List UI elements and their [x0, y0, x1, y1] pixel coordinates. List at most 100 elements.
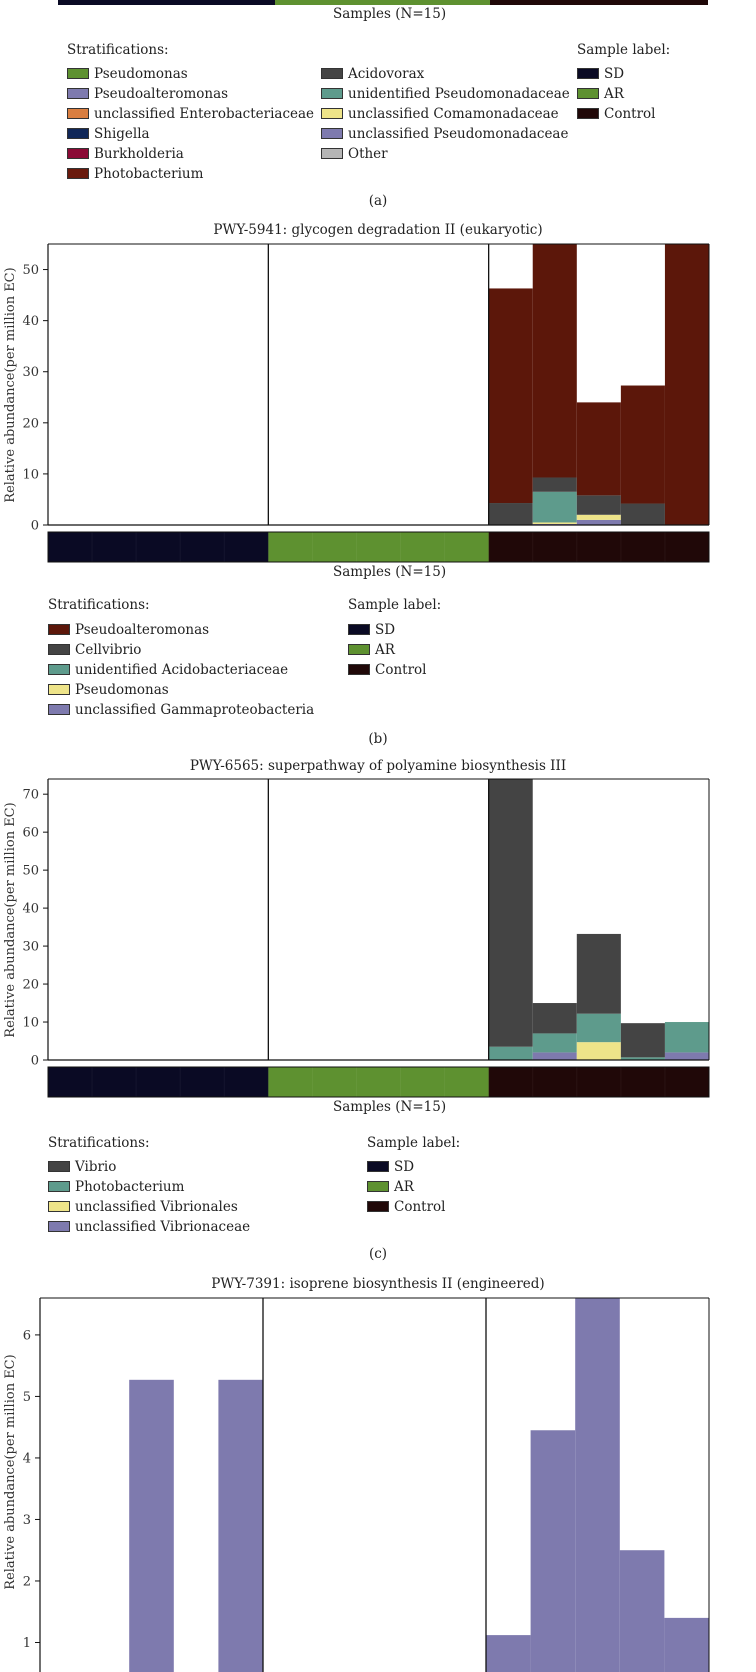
panel-a-sample-title: Sample label:: [577, 42, 671, 58]
sample-strip-cell: [400, 1067, 446, 1097]
legend-label: SD: [394, 1159, 415, 1175]
legend-item: AR: [367, 1177, 445, 1197]
legend-item: SD: [348, 620, 426, 640]
panel-b-legend: Pseudoalteromonas Cellvibrio unidentifie…: [48, 620, 314, 720]
legend-item: Shigella: [67, 124, 314, 144]
legend-swatch: [67, 108, 89, 119]
bar-segment: [619, 1550, 665, 1672]
bar-segment: [532, 244, 577, 478]
sample-strip-cell: [180, 532, 225, 562]
legend-swatch: [48, 664, 70, 675]
sample-strip-frame: [47, 531, 710, 563]
y-tick-label: 50: [22, 263, 39, 278]
legend-label: Vibrio: [75, 1159, 117, 1175]
y-axis-label: Relative abundance(per million EC): [3, 802, 18, 1037]
y-tick-label: 0: [31, 519, 39, 534]
legend-swatch: [321, 88, 343, 99]
sample-strip-cell: [224, 1067, 269, 1097]
legend-swatch: [577, 108, 599, 119]
bar-segment: [620, 503, 665, 525]
bar-segment: [620, 1023, 665, 1058]
legend-item: Pseudoalteromonas: [67, 84, 314, 104]
panel-b-title: PWY-5941: glycogen degradation II (eukar…: [213, 222, 543, 238]
panel-a-caption: (a): [368, 193, 388, 209]
legend-label: Photobacterium: [94, 166, 204, 182]
sample-strip-cell: [488, 1067, 534, 1097]
bar-segment: [532, 1033, 577, 1053]
legend-item: Control: [348, 660, 426, 680]
panel-c-legend: Vibrio Photobacterium unclassified Vibri…: [48, 1157, 250, 1237]
y-tick-label: 4: [23, 1451, 31, 1466]
sample-strip-cell: [576, 1067, 622, 1097]
legend-swatch: [67, 168, 89, 179]
sample-strip-cell: [268, 532, 313, 562]
sample-strip-cell: [136, 1067, 181, 1097]
legend-label: AR: [375, 642, 395, 658]
legend-label: Pseudomonas: [75, 682, 169, 698]
legend-item: unclassified Pseudomonadaceae: [321, 124, 570, 144]
legend-swatch: [348, 644, 370, 655]
legend-label: unclassified Comamonadaceae: [348, 106, 559, 122]
bar-segment: [488, 1046, 533, 1060]
panel-d-title: PWY-7391: isoprene biosynthesis II (engi…: [211, 1276, 545, 1292]
legend-label: SD: [604, 66, 625, 82]
bar-segment: [218, 1379, 263, 1672]
panel-b-caption: (b): [368, 731, 388, 747]
panel-a-sample-legend: SD AR Control: [577, 64, 655, 124]
legend-swatch: [48, 624, 70, 635]
sample-strip-cell: [224, 532, 269, 562]
legend-item: unidentified Pseudomonadaceae: [321, 84, 570, 104]
legend-swatch: [48, 1201, 70, 1212]
sample-strip-cell: [312, 532, 357, 562]
legend-item: Control: [577, 104, 655, 124]
legend-swatch: [67, 88, 89, 99]
legend-label: AR: [394, 1179, 414, 1195]
legend-swatch: [67, 148, 89, 159]
panel-a-xlabel: Samples (N=15): [333, 6, 447, 22]
legend-swatch: [48, 1221, 70, 1232]
y-axis-label: Relative abundance(per million EC): [3, 1354, 18, 1589]
y-tick-label: 50: [22, 864, 39, 879]
bar-segment: [576, 1042, 621, 1060]
legend-label: Shigella: [94, 126, 150, 142]
legend-item: SD: [577, 64, 655, 84]
bar-segment: [488, 503, 533, 525]
bar-segment: [575, 1298, 620, 1672]
legend-swatch: [48, 704, 70, 715]
legend-label: SD: [375, 622, 396, 638]
legend-label: Pseudomonas: [94, 66, 188, 82]
sample-strip-cell: [268, 1067, 313, 1097]
panel-b-strat-title: Stratifications:: [48, 597, 150, 613]
legend-swatch: [348, 624, 370, 635]
sample-strip-cell: [620, 532, 666, 562]
legend-item: Burkholderia: [67, 144, 314, 164]
bar-segment: [532, 491, 577, 523]
legend-label: Burkholderia: [94, 146, 184, 162]
sample-strip-cell: [664, 1067, 710, 1097]
panel-d-chart: 1 2 3 4 5 6 Relative abundance(per million EC): [3, 1297, 710, 1672]
y-tick-label: 20: [22, 416, 39, 431]
strip-control: [490, 0, 708, 5]
legend-item: SD: [367, 1157, 445, 1177]
legend-swatch: [48, 644, 70, 655]
legend-swatch: [577, 88, 599, 99]
bar-segment: [488, 288, 533, 504]
legend-item: unclassified Comamonadaceae: [321, 104, 570, 124]
legend-swatch: [48, 1161, 70, 1172]
sample-strip-cell: [136, 532, 181, 562]
sample-strip-cell: [92, 532, 137, 562]
legend-swatch: [321, 148, 343, 159]
sample-strip-cell: [92, 1067, 137, 1097]
y-tick-label: 10: [22, 1016, 39, 1031]
strip-ar: [275, 0, 490, 5]
bar-segment: [576, 402, 621, 496]
y-tick-label: 70: [22, 788, 39, 803]
legend-swatch: [321, 108, 343, 119]
legend-item: AR: [348, 640, 426, 660]
legend-item: AR: [577, 84, 655, 104]
sample-strip-cell: [532, 532, 578, 562]
bar-segment: [532, 1052, 577, 1060]
bar-segment: [664, 1022, 709, 1053]
panel-b-chart: 0 10 20 30 40 50 Relative abundance(per millio…: [3, 243, 710, 563]
legend-swatch: [367, 1201, 389, 1212]
